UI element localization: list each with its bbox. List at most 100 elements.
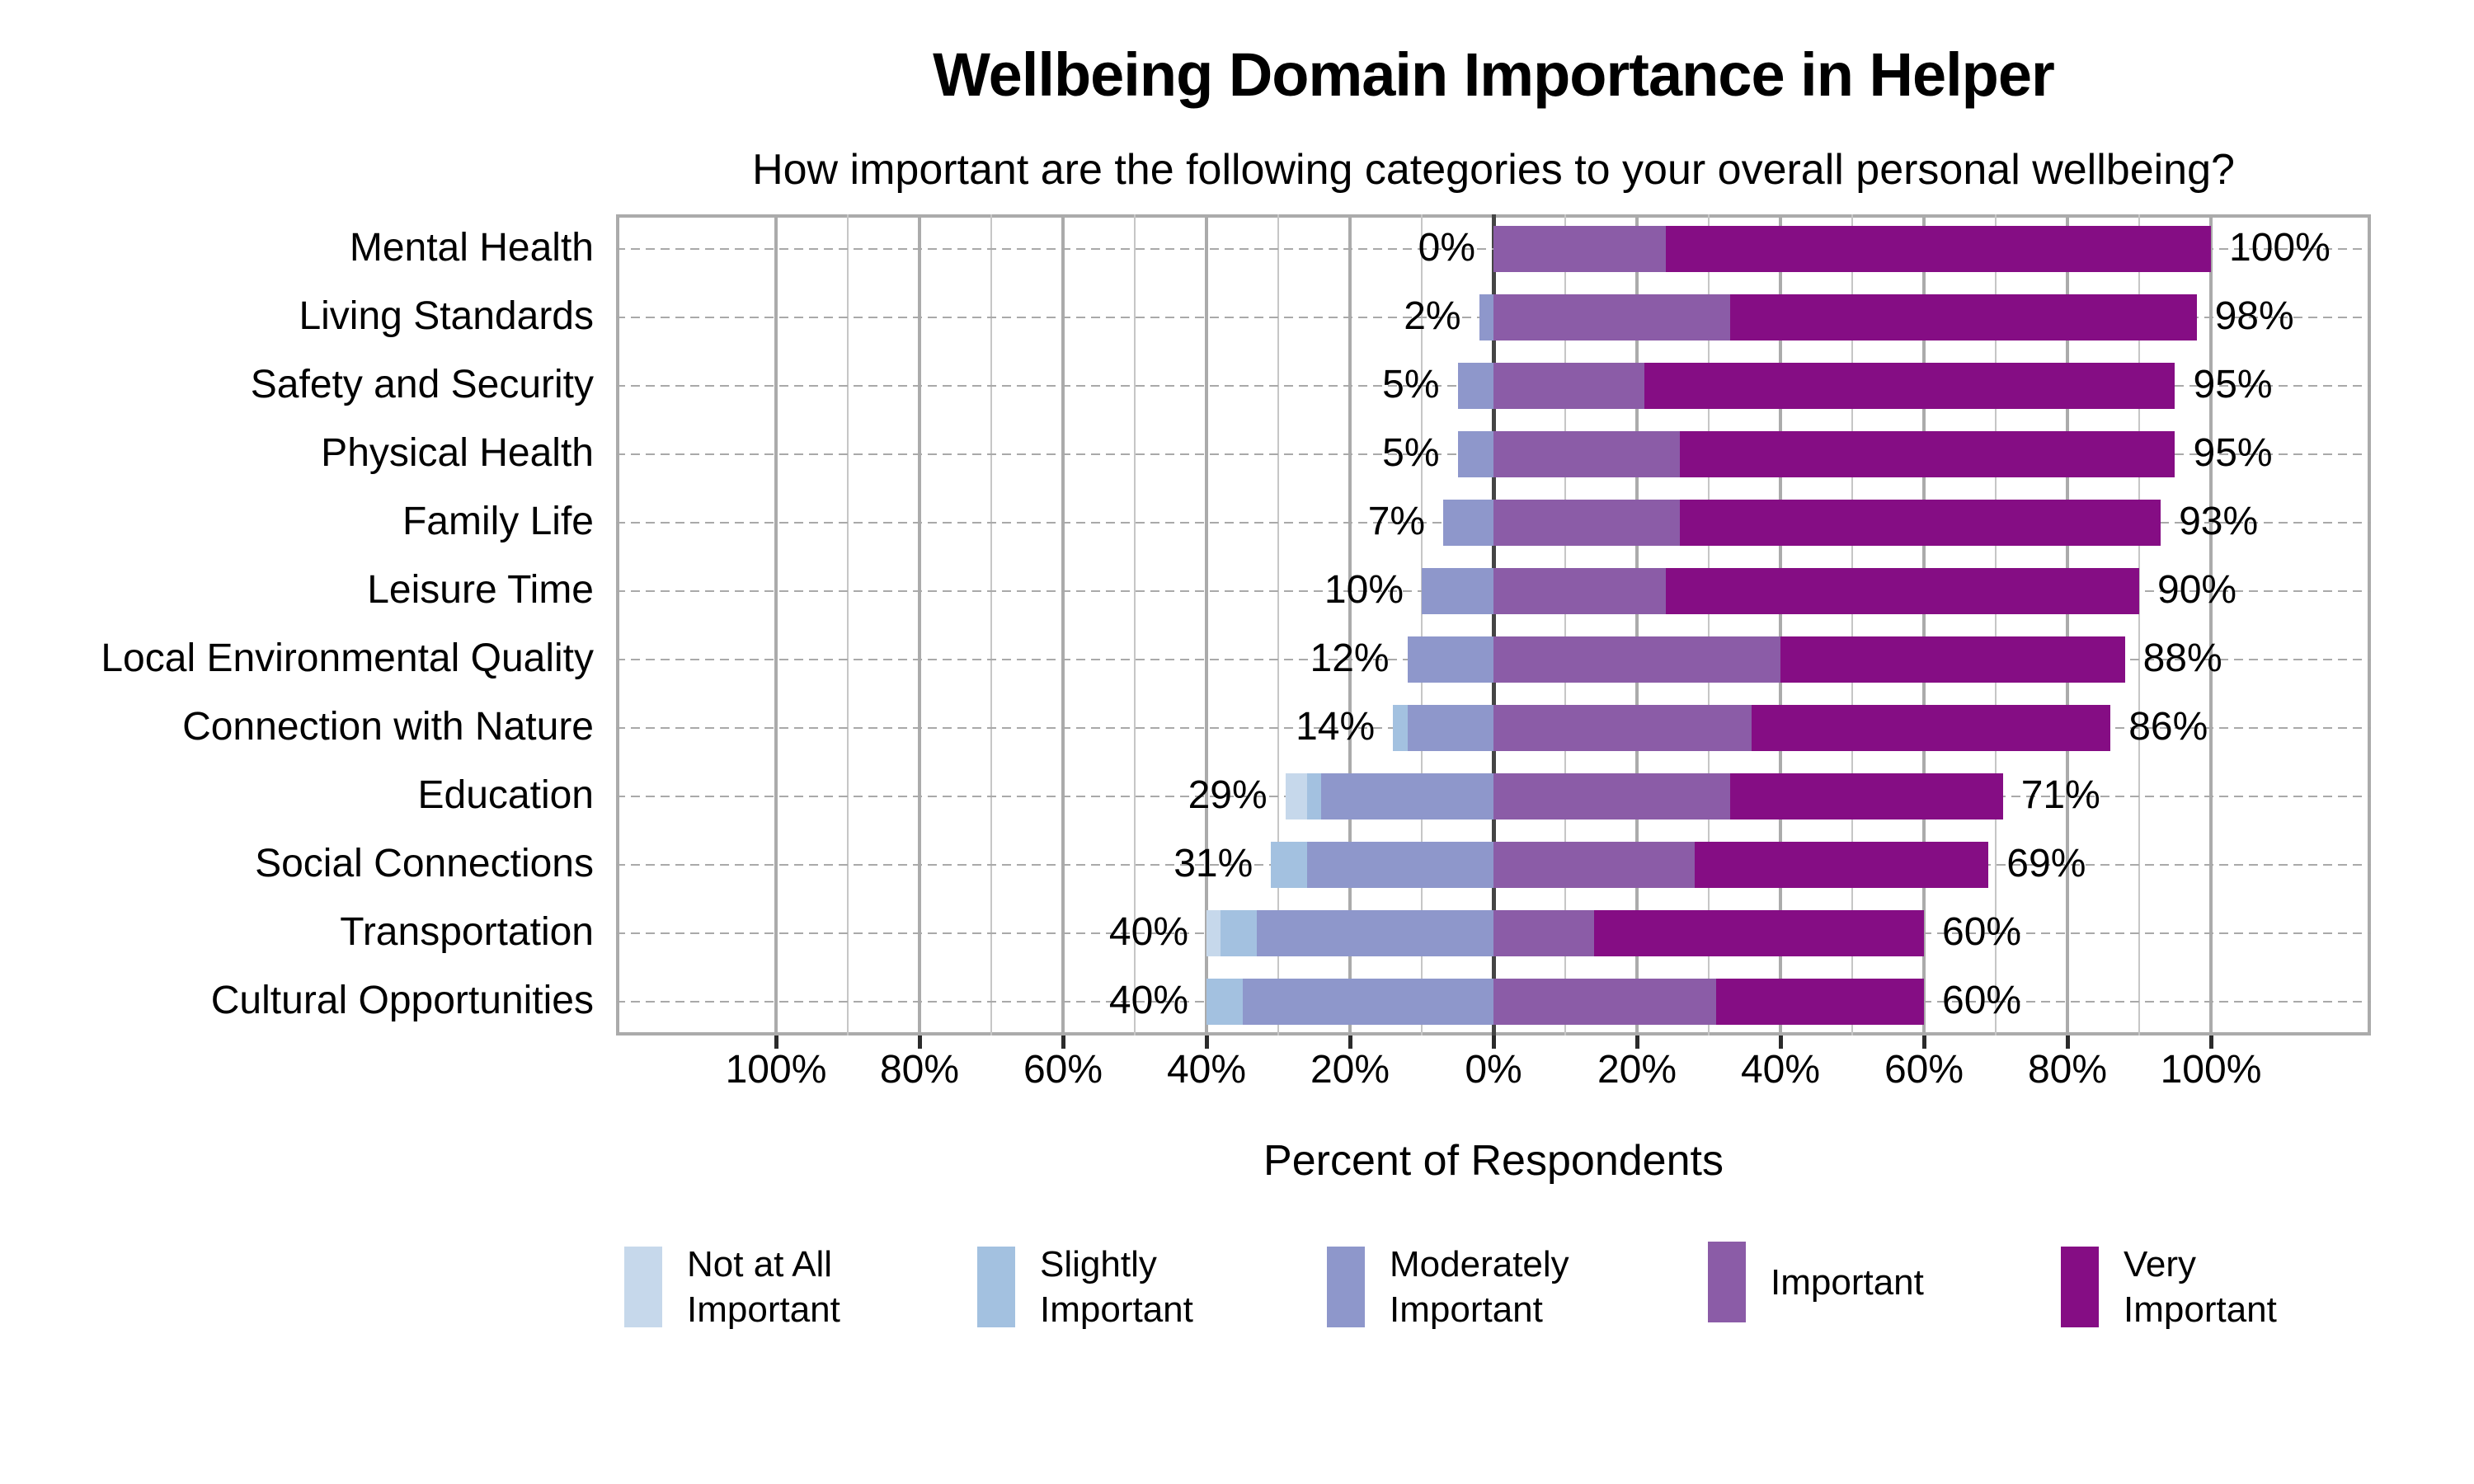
right-total-label: 71%: [2020, 773, 2100, 817]
x-tick-mark: [917, 1036, 922, 1049]
left-total-label: 12%: [1310, 636, 1390, 680]
bar-segment-very_important: [1665, 567, 2139, 614]
gridline--100pct: [774, 214, 778, 1036]
category-label: Transportation: [340, 909, 594, 954]
x-tick-mark: [2208, 1036, 2213, 1049]
x-tick-mark: [1061, 1036, 1065, 1049]
bar-segment-moderately: [1256, 909, 1493, 956]
bar-segment-important: [1493, 499, 1681, 546]
gridline-50pct: [1851, 214, 1853, 1036]
legend-label: Not at All Important: [687, 1244, 840, 1330]
chart-title: Wellbeing Domain Importance in Helper: [933, 40, 2055, 109]
category-label: Mental Health: [349, 225, 594, 270]
bar-segment-important: [1493, 567, 1666, 614]
bar-segment-slightly: [1221, 909, 1257, 956]
gridline-80pct: [2066, 214, 2069, 1036]
gridline-70pct: [1995, 214, 1997, 1036]
bar-segment-important: [1493, 225, 1666, 272]
left-total-label: 0%: [1418, 225, 1475, 270]
x-tick-label: 80%: [879, 1048, 960, 1092]
x-tick-mark: [1634, 1036, 1639, 1049]
left-total-label: 40%: [1108, 978, 1188, 1022]
bar-segment-moderately: [1242, 978, 1493, 1025]
bar-segment-very_important: [1730, 773, 2003, 819]
bar-segment-very_important: [1752, 704, 2111, 751]
right-total-label: 95%: [2193, 430, 2273, 475]
x-tick-mark: [1204, 1036, 1209, 1049]
left-total-label: 14%: [1296, 704, 1376, 749]
x-tick-label: 80%: [2027, 1048, 2108, 1092]
legend-swatch-slightly: [977, 1247, 1015, 1327]
bar-segment-slightly: [1393, 704, 1408, 751]
bar-segment-moderately: [1422, 567, 1493, 614]
bar-segment-slightly: [1271, 841, 1307, 888]
legend-label: Very Important: [2124, 1244, 2277, 1330]
x-tick-label: 40%: [1166, 1048, 1247, 1092]
legend-item-moderately: Moderately Important: [1327, 1242, 1569, 1332]
bar-segment-very_important: [1680, 430, 2175, 477]
x-tick-label: 60%: [1884, 1048, 1964, 1092]
zero-axis-line: [1491, 214, 1496, 1036]
left-total-label: 29%: [1188, 773, 1268, 817]
x-tick-mark: [774, 1036, 778, 1049]
left-total-label: 40%: [1108, 909, 1188, 954]
bar-segment-not_at_all: [1206, 909, 1221, 956]
x-tick-mark: [2065, 1036, 2070, 1049]
left-total-label: 5%: [1382, 430, 1440, 475]
bar-segment-very_important: [1644, 362, 2175, 409]
legend-swatch-moderately: [1327, 1247, 1365, 1327]
right-total-label: 60%: [1942, 909, 2022, 954]
right-total-label: 86%: [2128, 704, 2208, 749]
bar-segment-moderately: [1306, 841, 1493, 888]
gridline-60pct: [1922, 214, 1926, 1036]
gridline--60pct: [1061, 214, 1065, 1036]
right-total-label: 98%: [2214, 294, 2294, 338]
bar-segment-slightly: [1306, 773, 1322, 819]
x-tick-label: 0%: [1465, 1048, 1522, 1092]
x-tick-mark: [1778, 1036, 1783, 1049]
bar-segment-important: [1493, 773, 1731, 819]
right-total-label: 90%: [2157, 567, 2237, 612]
bar-segment-very_important: [1730, 294, 2197, 340]
gridline-100pct: [2209, 214, 2213, 1036]
right-total-label: 88%: [2142, 636, 2222, 680]
right-total-label: 100%: [2229, 225, 2331, 270]
bar-segment-moderately: [1479, 294, 1493, 340]
bar-segment-very_important: [1680, 499, 2161, 546]
right-total-label: 93%: [2179, 499, 2259, 543]
category-label: Social Connections: [255, 841, 594, 885]
bar-segment-moderately: [1457, 430, 1493, 477]
x-tick-mark: [1491, 1036, 1496, 1049]
category-label: Education: [417, 773, 595, 817]
legend-swatch-important: [1708, 1242, 1746, 1322]
bar-segment-important: [1493, 294, 1731, 340]
legend-swatch-not_at_all: [624, 1247, 662, 1327]
bar-segment-important: [1493, 430, 1681, 477]
bar-segment-important: [1493, 362, 1644, 409]
x-tick-label: 40%: [1740, 1048, 1821, 1092]
gridline--50pct: [1134, 214, 1136, 1036]
chart-subtitle: How important are the following categori…: [752, 146, 2235, 194]
left-total-label: 5%: [1382, 362, 1440, 406]
legend-label: Slightly Important: [1040, 1244, 1193, 1330]
bar-segment-moderately: [1407, 636, 1493, 683]
bar-segment-important: [1493, 841, 1695, 888]
bar-segment-not_at_all: [1285, 773, 1307, 819]
bar-segment-very_important: [1694, 841, 1989, 888]
category-label: Family Life: [402, 499, 594, 543]
category-label: Local Environmental Quality: [101, 636, 594, 680]
x-tick-mark: [1921, 1036, 1926, 1049]
gridline-10pct: [1564, 214, 1566, 1036]
bar-segment-moderately: [1443, 499, 1493, 546]
bar-segment-important: [1493, 636, 1780, 683]
gridline-30pct: [1708, 214, 1710, 1036]
legend-item-not_at_all: Not at All Important: [624, 1242, 840, 1332]
gridline-90pct: [2138, 214, 2140, 1036]
left-total-label: 2%: [1404, 294, 1461, 338]
legend-label: Moderately Important: [1390, 1244, 1569, 1330]
left-total-label: 31%: [1174, 841, 1253, 885]
x-tick-label: 60%: [1023, 1048, 1103, 1092]
bar-segment-slightly: [1206, 978, 1243, 1025]
legend-item-important: Important: [1708, 1242, 1924, 1322]
